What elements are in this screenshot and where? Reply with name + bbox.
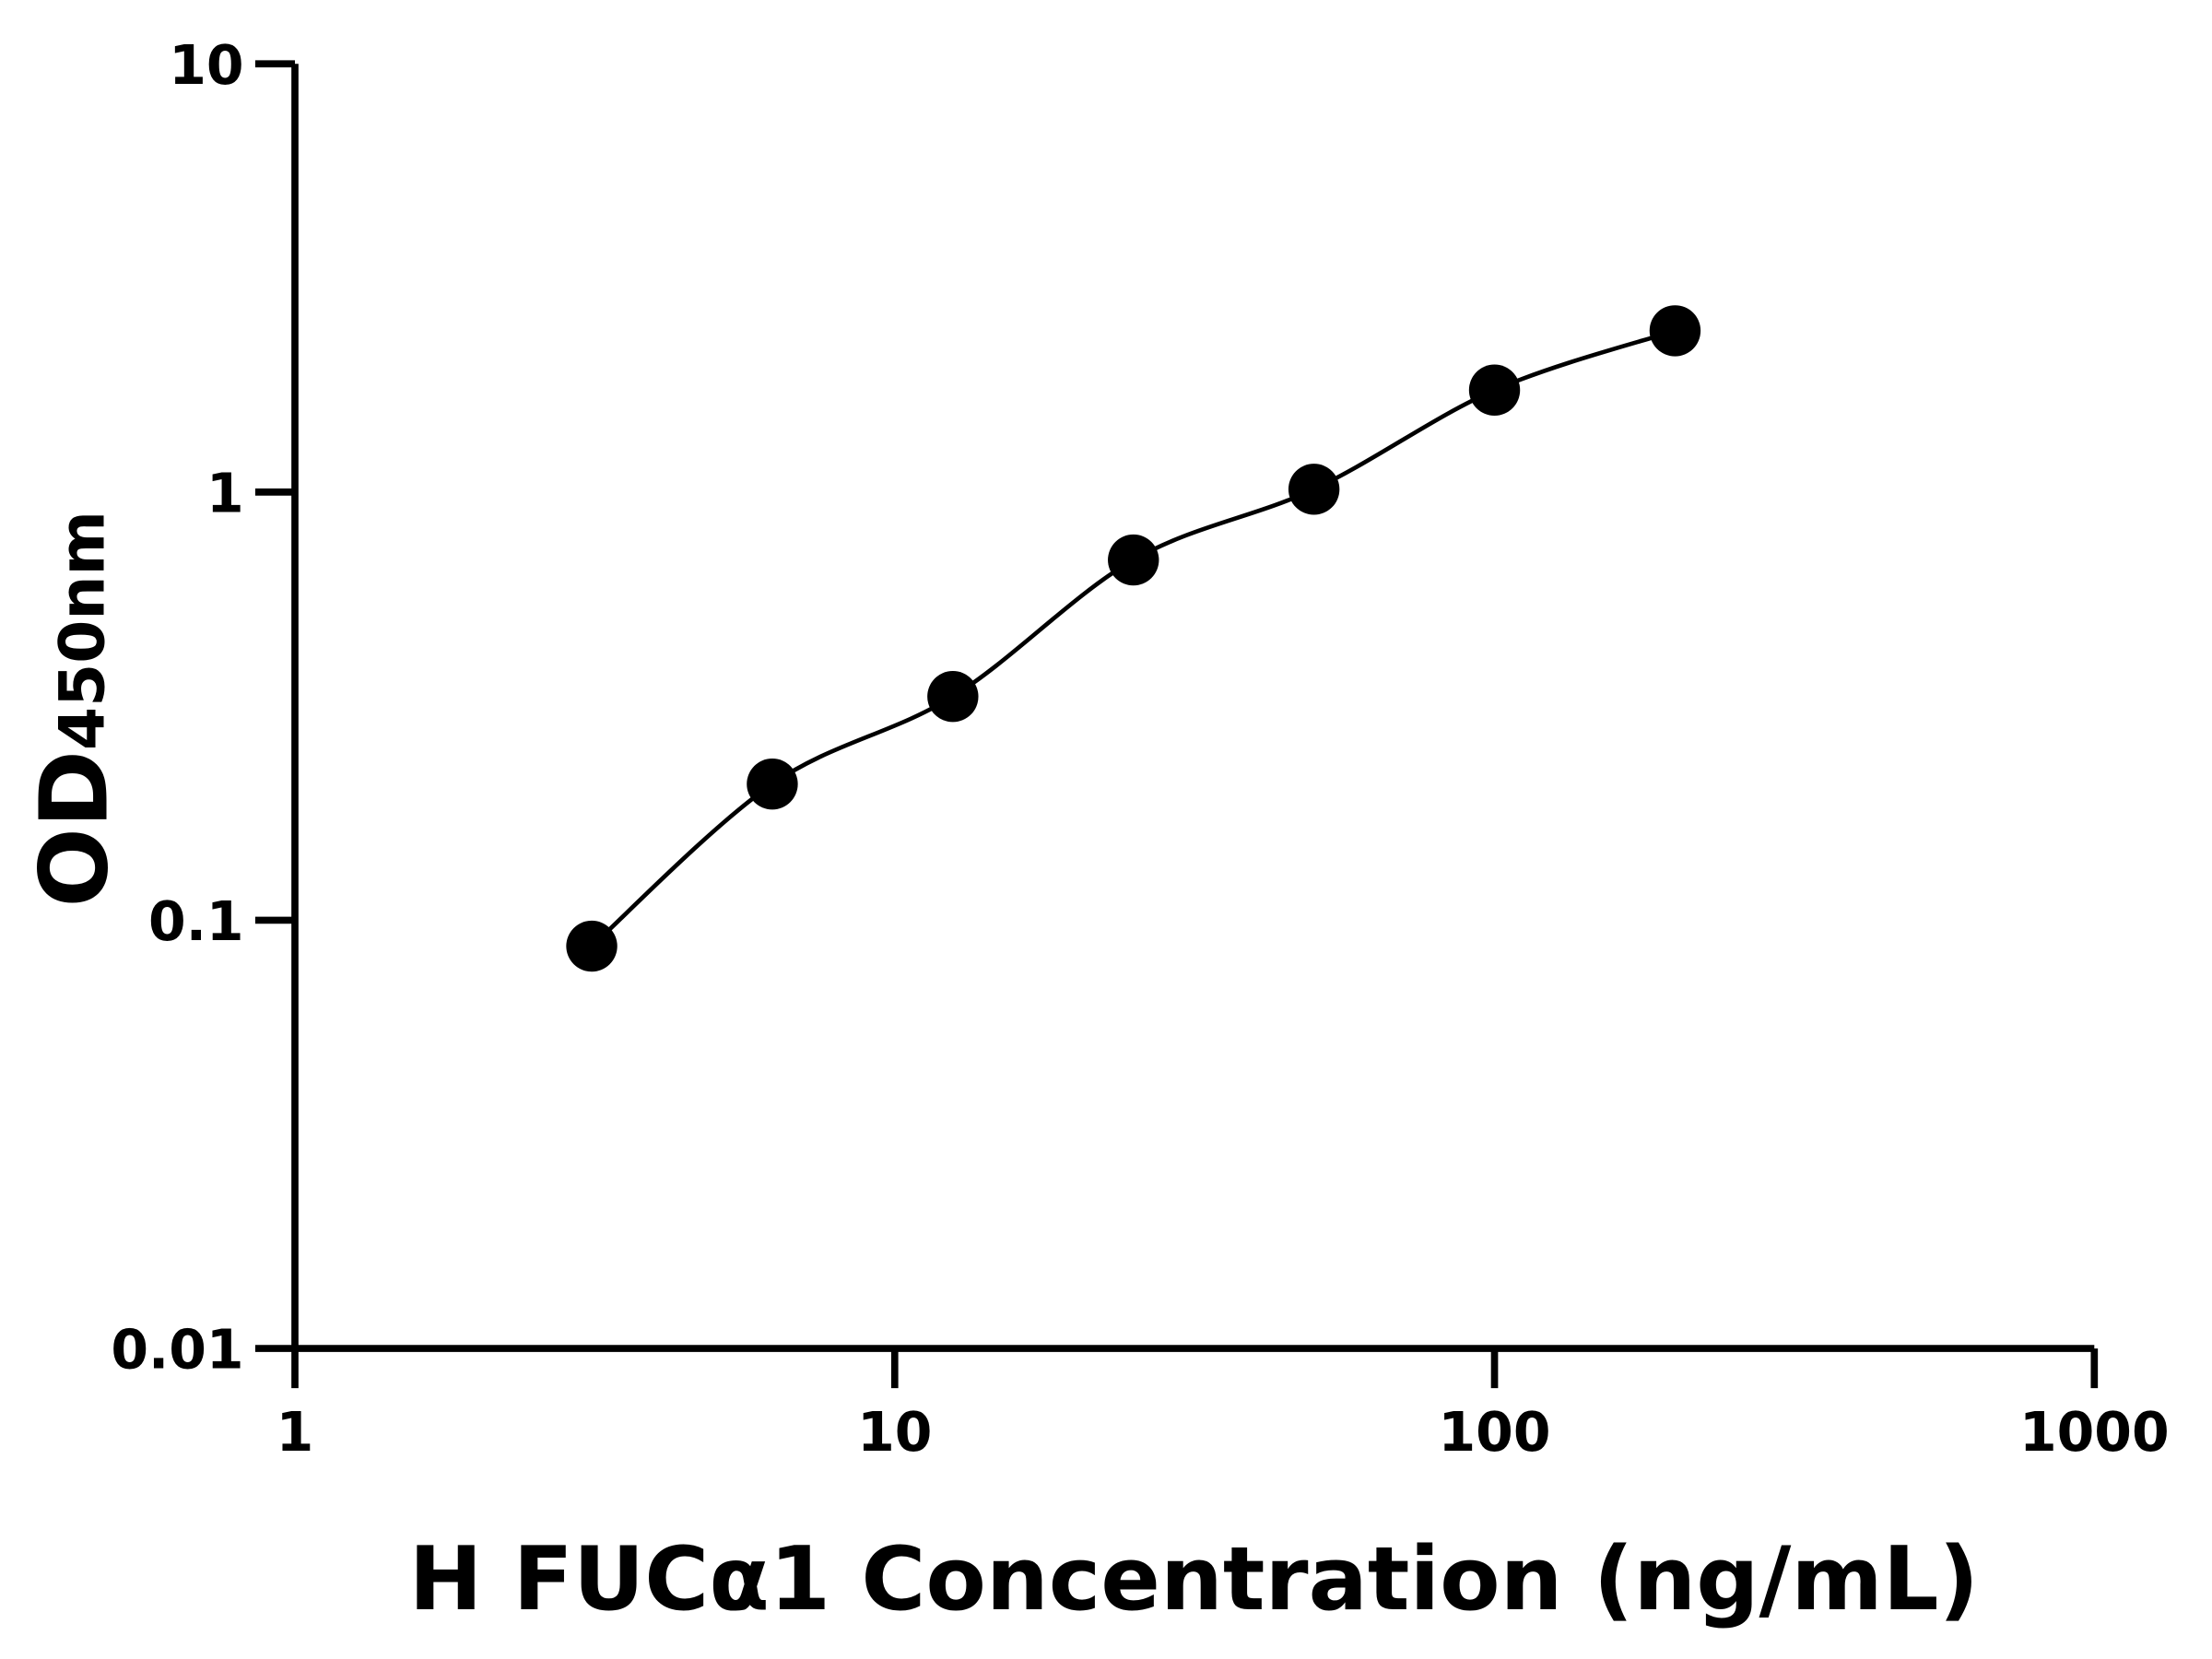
fit-curve: [590, 328, 1677, 948]
axes: [291, 64, 2095, 1352]
x-tick-label: 10: [857, 1401, 932, 1464]
data-point: [1649, 305, 1701, 357]
data-point: [1468, 364, 1521, 416]
y-axis-label-sub: 450nm: [45, 511, 118, 750]
data-point: [566, 920, 618, 972]
ticks: 1 10 100 1000 0.01 0.1 1 10: [111, 34, 2169, 1464]
y-axis-label: OD450nm: [19, 511, 128, 908]
data-points: [566, 305, 1701, 972]
y-tick-label: 10: [169, 34, 243, 97]
data-point: [1108, 534, 1159, 586]
data-point: [747, 758, 798, 810]
data-point: [1288, 464, 1340, 515]
x-axis-label: H FUCα1 Concentration (ng/mL): [409, 1528, 1979, 1630]
data-point: [927, 671, 979, 723]
y-axis-label-main: OD: [19, 750, 128, 908]
y-tick-label: 0.01: [111, 1319, 243, 1382]
y-tick-label: 1: [206, 462, 244, 524]
y-tick-label: 0.1: [148, 890, 244, 953]
x-tick-label: 100: [1439, 1401, 1551, 1464]
x-tick-label: 1: [276, 1401, 314, 1464]
x-tick-label: 1000: [2019, 1401, 2170, 1464]
